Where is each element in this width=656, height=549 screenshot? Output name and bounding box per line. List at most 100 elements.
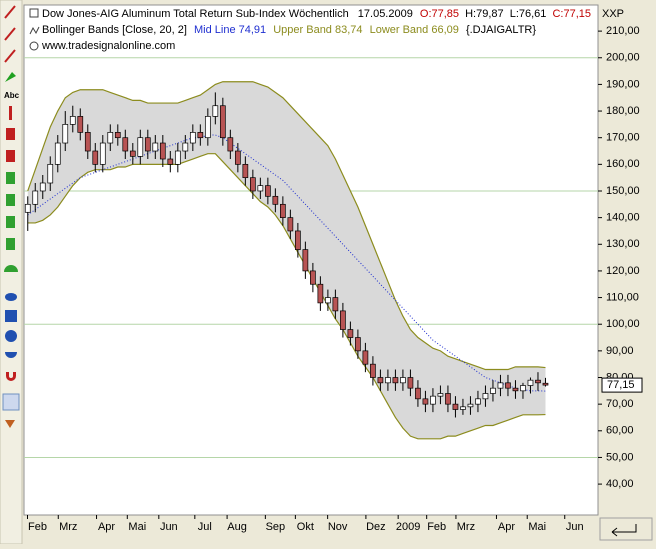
x-tick-label: Dez xyxy=(366,521,386,533)
candle-body xyxy=(407,377,414,389)
candle-body xyxy=(227,137,234,152)
open-text: O:77,85 xyxy=(420,8,459,20)
toolbar: Abc xyxy=(0,0,23,545)
candle-body xyxy=(280,203,286,218)
last-price-box xyxy=(601,377,643,393)
symbol: {.DJAIGALTR} xyxy=(466,24,536,36)
y-tick-label: 210,00 xyxy=(606,25,640,37)
date: 17.05.2009 xyxy=(358,8,413,20)
y-tick-label: 160,00 xyxy=(606,158,640,170)
candle-body xyxy=(347,329,354,338)
candle-body xyxy=(257,185,264,192)
x-tick-label: Nov xyxy=(328,521,348,533)
y-tick-label: 190,00 xyxy=(606,78,640,90)
candle-body xyxy=(415,387,421,400)
y-tick-label: 100,00 xyxy=(606,318,640,330)
candle-body xyxy=(370,363,376,378)
y-tick-label: 170,00 xyxy=(606,132,640,144)
svg-text:Abc: Abc xyxy=(4,91,20,100)
candle-body xyxy=(137,137,144,157)
candle-body xyxy=(490,387,496,394)
x-tick-label: Mrz xyxy=(457,521,475,533)
candle-body xyxy=(114,132,121,139)
corner-button[interactable] xyxy=(599,517,653,541)
candle-body xyxy=(332,297,339,312)
candle-body xyxy=(400,377,406,384)
y-tick-label: 110,00 xyxy=(606,291,639,303)
x-tick-label: Feb xyxy=(28,521,47,533)
candle-body xyxy=(295,230,301,250)
x-tick-label: Mai xyxy=(128,521,146,533)
candle-body xyxy=(69,116,76,125)
candle-body xyxy=(385,377,391,384)
lower-label: Lower Band 66,09 xyxy=(370,24,459,36)
candle-body xyxy=(355,337,361,352)
candle-body xyxy=(249,177,256,192)
candle-body xyxy=(535,379,541,384)
x-tick-label: Mai xyxy=(528,521,546,533)
indicator-icon xyxy=(29,26,40,35)
high-text: H:79,87 xyxy=(465,8,504,20)
candle-body xyxy=(272,195,279,205)
candle-body xyxy=(107,132,114,144)
x-tick-label: Aug xyxy=(227,521,247,533)
y-tick-label: 50,00 xyxy=(606,451,634,463)
legend: Dow Jones-AIG Aluminum Total Return Sub-… xyxy=(29,8,624,52)
candle-body xyxy=(460,406,466,410)
indicator: Bollinger Bands [Close, 20, 2] xyxy=(42,24,187,36)
candle-body xyxy=(422,398,429,405)
candle-body xyxy=(242,163,249,179)
y-tick-label: 130,00 xyxy=(606,238,640,250)
y-tick-label: 120,00 xyxy=(606,265,640,277)
candle-body xyxy=(310,270,316,285)
x-tick-label: Feb xyxy=(427,521,446,533)
candle-body xyxy=(189,132,196,144)
source: www.tradesignalonline.com xyxy=(41,40,175,52)
candle-body xyxy=(167,158,174,165)
candle-body xyxy=(520,385,526,392)
upper-label: Upper Band 83,74 xyxy=(273,24,362,36)
upper-band xyxy=(27,81,546,371)
candle-body xyxy=(475,398,481,405)
y-tick-label: 90,00 xyxy=(606,345,634,357)
candle-body xyxy=(527,379,534,386)
candle-body xyxy=(62,124,69,144)
mid-label: Mid Line 74,91 xyxy=(194,24,266,36)
candle-body xyxy=(54,142,61,165)
header-line: Dow Jones-AIG Aluminum Total Return Sub-… xyxy=(42,8,591,20)
candle-body xyxy=(437,393,444,397)
candle-body xyxy=(377,377,384,384)
candle-body xyxy=(152,142,159,152)
x-tick-label: Apr xyxy=(98,521,115,533)
title: Dow Jones-AIG Aluminum Total Return Sub-… xyxy=(42,8,349,20)
candle-body xyxy=(92,150,99,165)
candle-body xyxy=(77,116,84,133)
x-tick-label: 2009 xyxy=(396,521,420,533)
candle-body xyxy=(392,377,399,384)
candle-body xyxy=(512,387,519,392)
candle-body xyxy=(99,142,106,165)
candle-body xyxy=(317,283,324,304)
candle-body xyxy=(47,163,54,184)
candle-body xyxy=(452,403,459,410)
candle-body xyxy=(265,185,271,197)
low-text: L:76,61 xyxy=(510,8,547,20)
candle-body xyxy=(445,393,451,405)
close-text: C:77,15 xyxy=(552,8,591,20)
candle-body xyxy=(174,150,181,165)
candle-body xyxy=(129,150,136,157)
plot xyxy=(24,57,598,458)
y-tick-label: 70,00 xyxy=(606,398,634,410)
x-tick-label: Jun xyxy=(566,521,584,533)
candle-body xyxy=(467,403,474,408)
candle-body xyxy=(340,310,346,330)
candle-body xyxy=(497,382,504,389)
candle-body xyxy=(197,132,204,139)
candle-body xyxy=(159,142,166,160)
candle-body xyxy=(122,137,129,152)
candle-body xyxy=(39,182,46,192)
candle-body xyxy=(542,382,549,386)
source-icon xyxy=(29,41,39,51)
candle-body xyxy=(32,190,39,205)
